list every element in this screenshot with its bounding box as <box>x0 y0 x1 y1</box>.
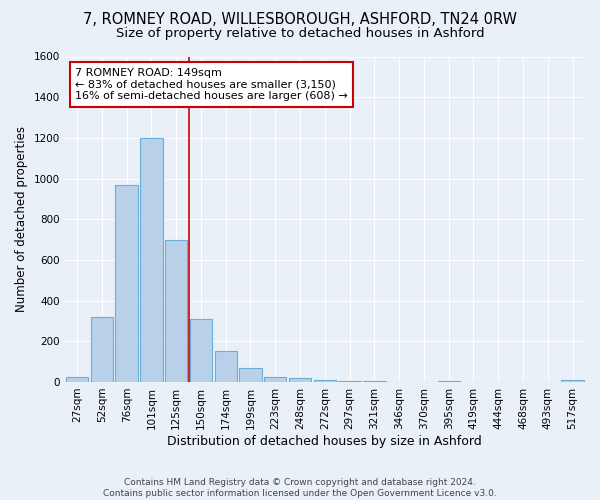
Text: 7 ROMNEY ROAD: 149sqm
← 83% of detached houses are smaller (3,150)
16% of semi-d: 7 ROMNEY ROAD: 149sqm ← 83% of detached … <box>75 68 348 101</box>
Bar <box>338 381 361 382</box>
Bar <box>562 380 584 382</box>
Y-axis label: Number of detached properties: Number of detached properties <box>15 126 28 312</box>
Bar <box>190 319 212 382</box>
Bar <box>437 381 460 382</box>
Bar <box>363 381 386 382</box>
Bar <box>165 240 187 382</box>
Bar <box>66 377 88 382</box>
Text: 7, ROMNEY ROAD, WILLESBOROUGH, ASHFORD, TN24 0RW: 7, ROMNEY ROAD, WILLESBOROUGH, ASHFORD, … <box>83 12 517 28</box>
Bar <box>314 380 336 382</box>
X-axis label: Distribution of detached houses by size in Ashford: Distribution of detached houses by size … <box>167 434 482 448</box>
Bar <box>140 138 163 382</box>
Bar <box>91 317 113 382</box>
Bar <box>264 377 286 382</box>
Bar <box>215 352 237 382</box>
Bar <box>115 184 138 382</box>
Bar <box>239 368 262 382</box>
Text: Size of property relative to detached houses in Ashford: Size of property relative to detached ho… <box>116 28 484 40</box>
Text: Contains HM Land Registry data © Crown copyright and database right 2024.
Contai: Contains HM Land Registry data © Crown c… <box>103 478 497 498</box>
Bar <box>289 378 311 382</box>
